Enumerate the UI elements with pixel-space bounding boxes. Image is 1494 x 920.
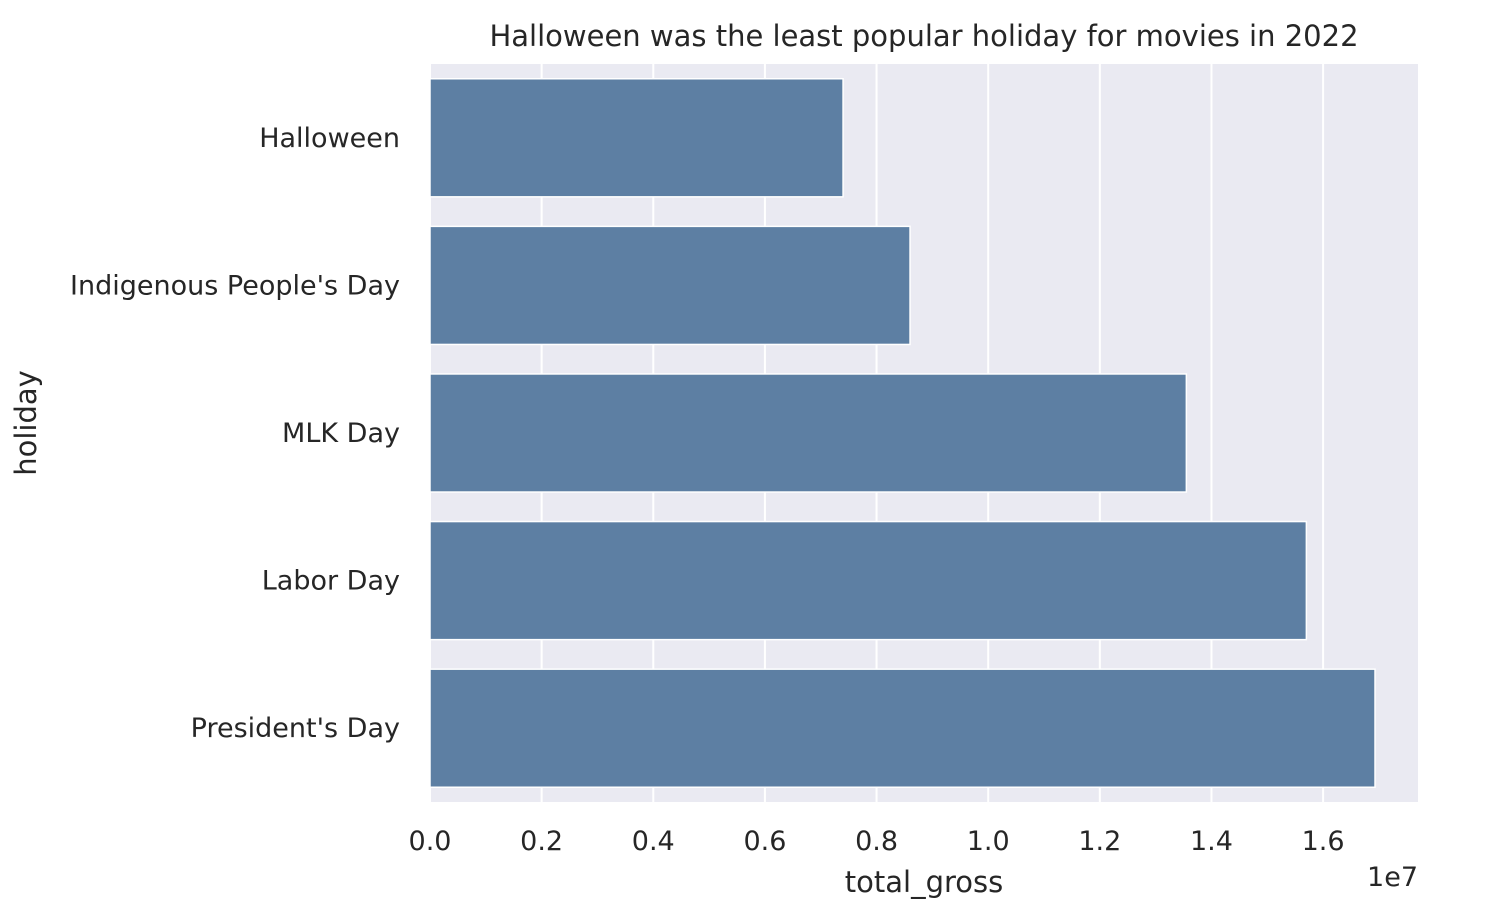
x-tick-label: 0.6 (743, 826, 786, 857)
x-tick-label: 0.0 (409, 826, 452, 857)
x-tick-labels: 0.0 0.2 0.4 0.6 0.8 1.0 1.2 1.4 1.6 (409, 826, 1345, 857)
bar (429, 520, 1308, 641)
bar (429, 373, 1188, 493)
x-tick-label: 1.0 (967, 826, 1010, 857)
x-tick-label: 0.2 (520, 826, 563, 857)
x-tick-label: 0.8 (855, 826, 898, 857)
chart-title: Halloween was the least popular holiday … (489, 19, 1358, 53)
x-axis-offset-label: 1e7 (1367, 862, 1418, 893)
y-tick-labels: Halloween Indigenous People's Day MLK Day L… (70, 123, 400, 744)
bar (429, 668, 1376, 788)
x-axis-label: total_gross (845, 865, 1003, 899)
bars (429, 78, 1376, 788)
y-tick-label: President's Day (191, 713, 400, 744)
bar (429, 225, 911, 346)
y-axis-label: holiday (9, 370, 43, 476)
y-tick-label: Labor Day (262, 566, 400, 597)
bar (429, 78, 844, 198)
y-tick-label: MLK Day (282, 418, 400, 449)
x-tick-label: 1.4 (1190, 826, 1233, 857)
x-tick-label: 1.2 (1078, 826, 1121, 857)
y-tick-label: Halloween (259, 123, 400, 154)
y-tick-label: Indigenous People's Day (70, 270, 400, 301)
x-tick-label: 0.4 (632, 826, 675, 857)
x-tick-label: 1.6 (1302, 826, 1345, 857)
